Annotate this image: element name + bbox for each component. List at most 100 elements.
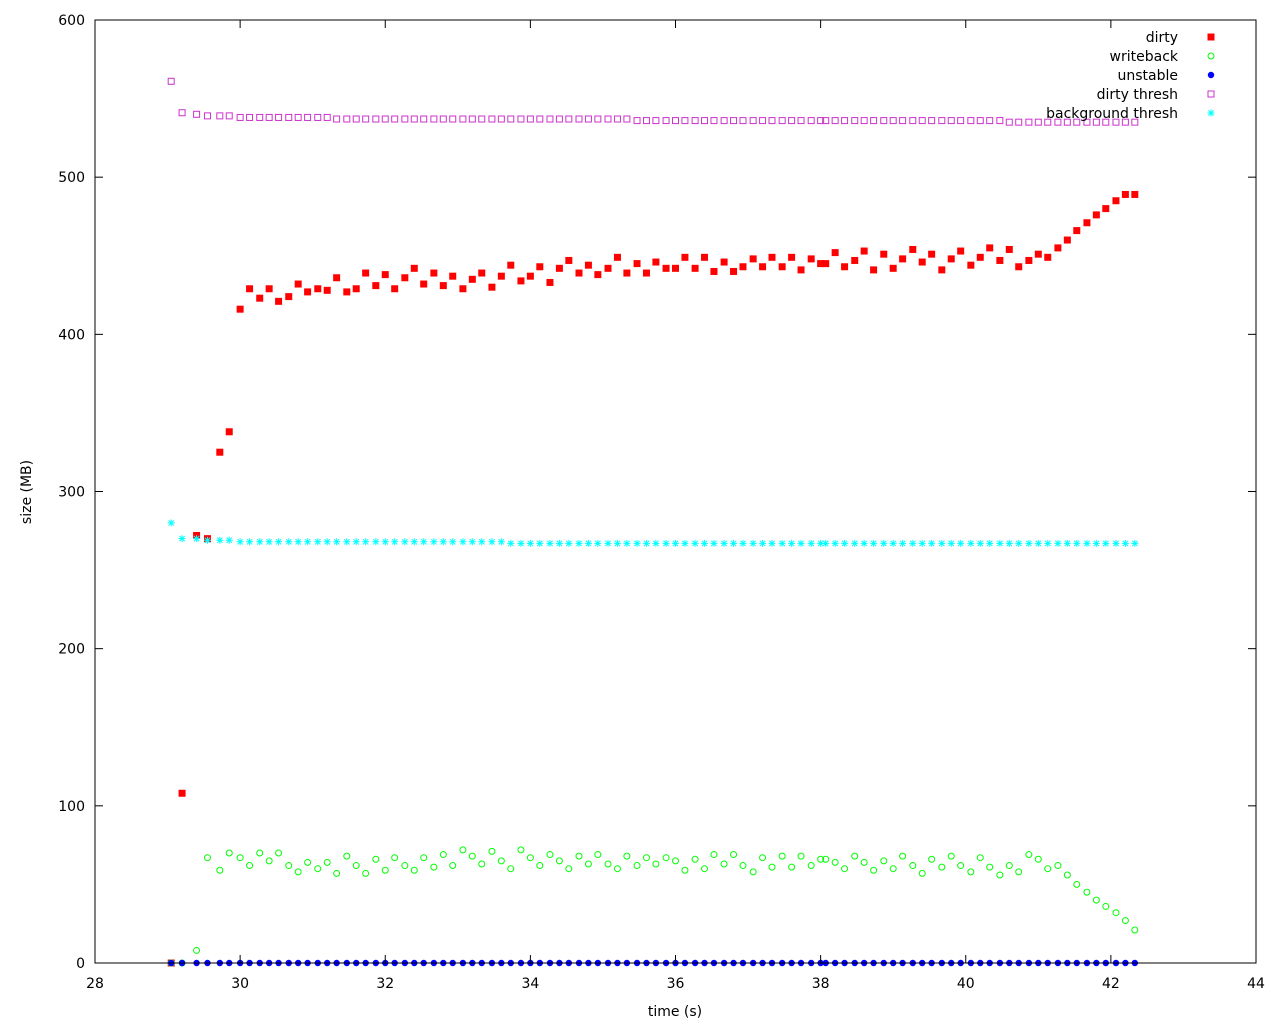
- data-point: [1112, 197, 1120, 205]
- data-point: [788, 117, 796, 125]
- data-point: [546, 851, 554, 859]
- data-point: [768, 117, 776, 125]
- data-point: [594, 271, 602, 279]
- data-point: [1131, 926, 1139, 934]
- data-point: [420, 538, 428, 546]
- data-point: [967, 868, 975, 876]
- data-point: [652, 539, 660, 547]
- data-point: [526, 115, 534, 123]
- data-point: [797, 539, 805, 547]
- data-point: [860, 117, 868, 125]
- data-point: [749, 117, 757, 125]
- data-point: [768, 253, 776, 261]
- data-point: [401, 862, 409, 870]
- data-point: [889, 865, 897, 873]
- data-point: [652, 258, 660, 266]
- data-point: [1112, 118, 1120, 126]
- data-point: [372, 538, 380, 546]
- data-point: [265, 538, 273, 546]
- data-point: [430, 538, 438, 546]
- data-point: [604, 115, 612, 123]
- legend-marker: [1207, 90, 1215, 98]
- data-point: [193, 535, 201, 543]
- data-point: [604, 860, 612, 868]
- data-point: [352, 285, 360, 293]
- data-point: [1044, 539, 1052, 547]
- data-point: [565, 115, 573, 123]
- data-point: [623, 852, 631, 860]
- data-point: [362, 869, 370, 877]
- data-point: [1034, 539, 1042, 547]
- data-point: [294, 280, 302, 288]
- data-point: [216, 536, 224, 544]
- data-point: [449, 538, 457, 546]
- y-tick-label: 400: [58, 327, 85, 343]
- data-point: [662, 264, 670, 272]
- data-point: [225, 428, 233, 436]
- data-point: [459, 285, 467, 293]
- data-point: [957, 247, 965, 255]
- data-point: [831, 117, 839, 125]
- data-point: [831, 249, 839, 257]
- data-point: [817, 260, 825, 268]
- data-point: [265, 857, 273, 865]
- data-point: [246, 862, 254, 870]
- y-tick-label: 300: [58, 485, 85, 501]
- data-point: [807, 117, 815, 125]
- data-point: [1063, 539, 1071, 547]
- data-point: [749, 868, 757, 876]
- data-point: [768, 863, 776, 871]
- data-point: [1044, 253, 1052, 261]
- data-point: [362, 115, 370, 123]
- data-point: [468, 275, 476, 283]
- data-point: [909, 117, 917, 125]
- data-point: [372, 282, 380, 290]
- data-point: [613, 539, 621, 547]
- data-point: [672, 264, 679, 272]
- data-point: [788, 863, 796, 871]
- data-point: [662, 539, 670, 547]
- data-point: [507, 261, 515, 269]
- data-point: [594, 851, 602, 859]
- data-point: [957, 539, 965, 547]
- y-tick-label: 100: [58, 799, 85, 815]
- data-point: [216, 112, 224, 120]
- data-point: [1025, 851, 1033, 859]
- y-axis-label: size (MB): [19, 460, 35, 524]
- data-point: [478, 860, 486, 868]
- data-point: [294, 113, 302, 121]
- series-dirty-thresh: [167, 77, 1139, 126]
- data-point: [575, 269, 583, 277]
- data-point: [216, 866, 224, 874]
- data-point: [333, 538, 341, 546]
- data-point: [343, 288, 351, 296]
- data-point: [1063, 871, 1071, 879]
- data-point: [203, 536, 211, 544]
- x-tick-label: 36: [667, 976, 685, 992]
- data-point: [381, 271, 389, 279]
- legend-entry: writeback: [1110, 49, 1215, 65]
- data-point: [938, 539, 946, 547]
- data-point: [918, 869, 926, 877]
- data-point: [352, 115, 360, 123]
- data-point: [536, 115, 544, 123]
- data-point: [928, 855, 936, 863]
- legend-label: writeback: [1110, 49, 1179, 65]
- data-point: [526, 539, 534, 547]
- data-point: [947, 255, 955, 263]
- data-point: [1015, 118, 1023, 126]
- data-point: [701, 539, 709, 547]
- data-point: [439, 538, 447, 546]
- data-point: [275, 297, 283, 305]
- data-point: [246, 538, 254, 546]
- data-point: [1005, 539, 1013, 547]
- data-point: [1054, 539, 1062, 547]
- data-point: [860, 247, 868, 255]
- data-point: [730, 267, 738, 275]
- data-point: [216, 448, 224, 456]
- data-point: [555, 539, 563, 547]
- data-point: [381, 538, 389, 546]
- data-point: [652, 860, 660, 868]
- data-point: [633, 862, 641, 870]
- data-point: [928, 250, 936, 258]
